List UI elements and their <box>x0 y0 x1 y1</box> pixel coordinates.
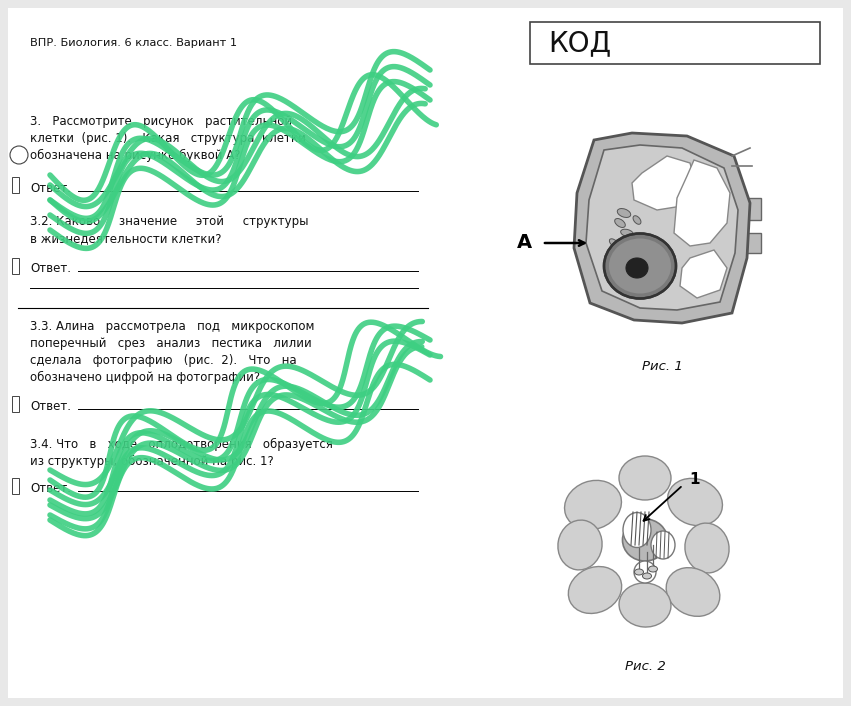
Bar <box>530 22 820 64</box>
Text: КОД: КОД <box>548 29 611 57</box>
Ellipse shape <box>614 219 625 227</box>
Ellipse shape <box>619 583 671 627</box>
Ellipse shape <box>648 566 658 572</box>
Text: Рис. 1: Рис. 1 <box>642 360 683 373</box>
Bar <box>12 478 19 494</box>
Polygon shape <box>574 133 750 323</box>
Ellipse shape <box>622 519 667 561</box>
Text: Ответ.: Ответ. <box>30 400 71 413</box>
Ellipse shape <box>634 561 656 583</box>
Ellipse shape <box>558 520 603 570</box>
Ellipse shape <box>604 234 676 299</box>
Text: в жизнедеятельности клетки?: в жизнедеятельности клетки? <box>30 232 221 245</box>
Ellipse shape <box>617 208 631 217</box>
Text: обозначено цифрой на фотографии?: обозначено цифрой на фотографии? <box>30 371 260 384</box>
Bar <box>12 258 19 274</box>
Ellipse shape <box>633 216 641 225</box>
Text: клетки  (рис. 1).   Какая   структура  клетки: клетки (рис. 1). Какая структура клетки <box>30 132 306 145</box>
Text: из структуры, обозначенной на рис. 1?: из структуры, обозначенной на рис. 1? <box>30 455 274 468</box>
Ellipse shape <box>667 479 722 526</box>
Text: 3.   Рассмотрите   рисунок   растительной: 3. Рассмотрите рисунок растительной <box>30 115 292 128</box>
Ellipse shape <box>623 513 651 547</box>
Text: Ответ.: Ответ. <box>30 262 71 275</box>
Polygon shape <box>674 160 730 246</box>
Ellipse shape <box>651 531 675 559</box>
Text: Ответ.: Ответ. <box>30 182 71 195</box>
Ellipse shape <box>619 456 671 500</box>
Text: 3.3. Алина   рассмотрела   под   микроскопом: 3.3. Алина рассмотрела под микроскопом <box>30 320 315 333</box>
Text: 3.4. Что   в   ходе   оплодотворения   образуется: 3.4. Что в ходе оплодотворения образуетс… <box>30 438 333 451</box>
Text: 1: 1 <box>689 472 700 488</box>
Ellipse shape <box>685 523 729 573</box>
Text: ВПР. Биология. 6 класс. Вариант 1: ВПР. Биология. 6 класс. Вариант 1 <box>30 38 237 48</box>
Polygon shape <box>586 145 738 310</box>
Ellipse shape <box>609 239 619 247</box>
Ellipse shape <box>564 480 621 530</box>
Bar <box>746 198 761 220</box>
Ellipse shape <box>609 239 671 294</box>
Ellipse shape <box>648 244 655 253</box>
Bar <box>746 233 761 253</box>
Ellipse shape <box>661 246 672 254</box>
Text: Ответ.: Ответ. <box>30 482 71 495</box>
Text: Рис. 2: Рис. 2 <box>625 660 665 673</box>
Ellipse shape <box>643 573 652 579</box>
Ellipse shape <box>626 258 648 278</box>
Polygon shape <box>680 250 727 298</box>
Circle shape <box>10 146 28 164</box>
Polygon shape <box>632 156 697 210</box>
Bar <box>12 177 19 193</box>
Ellipse shape <box>666 568 720 616</box>
Text: поперечный   срез   анализ   пестика   лилии: поперечный срез анализ пестика лилии <box>30 337 311 350</box>
Bar <box>12 396 19 412</box>
Ellipse shape <box>635 569 643 575</box>
Text: сделала   фотографию   (рис.  2).   Что   на: сделала фотографию (рис. 2). Что на <box>30 354 297 367</box>
Text: А: А <box>517 234 532 253</box>
Text: 3.2. Каково     значение     этой     структуры: 3.2. Каково значение этой структуры <box>30 215 309 228</box>
Ellipse shape <box>568 566 622 614</box>
Ellipse shape <box>620 229 633 237</box>
Text: обозначена на рисунке буквой А?: обозначена на рисунке буквой А? <box>30 149 241 162</box>
